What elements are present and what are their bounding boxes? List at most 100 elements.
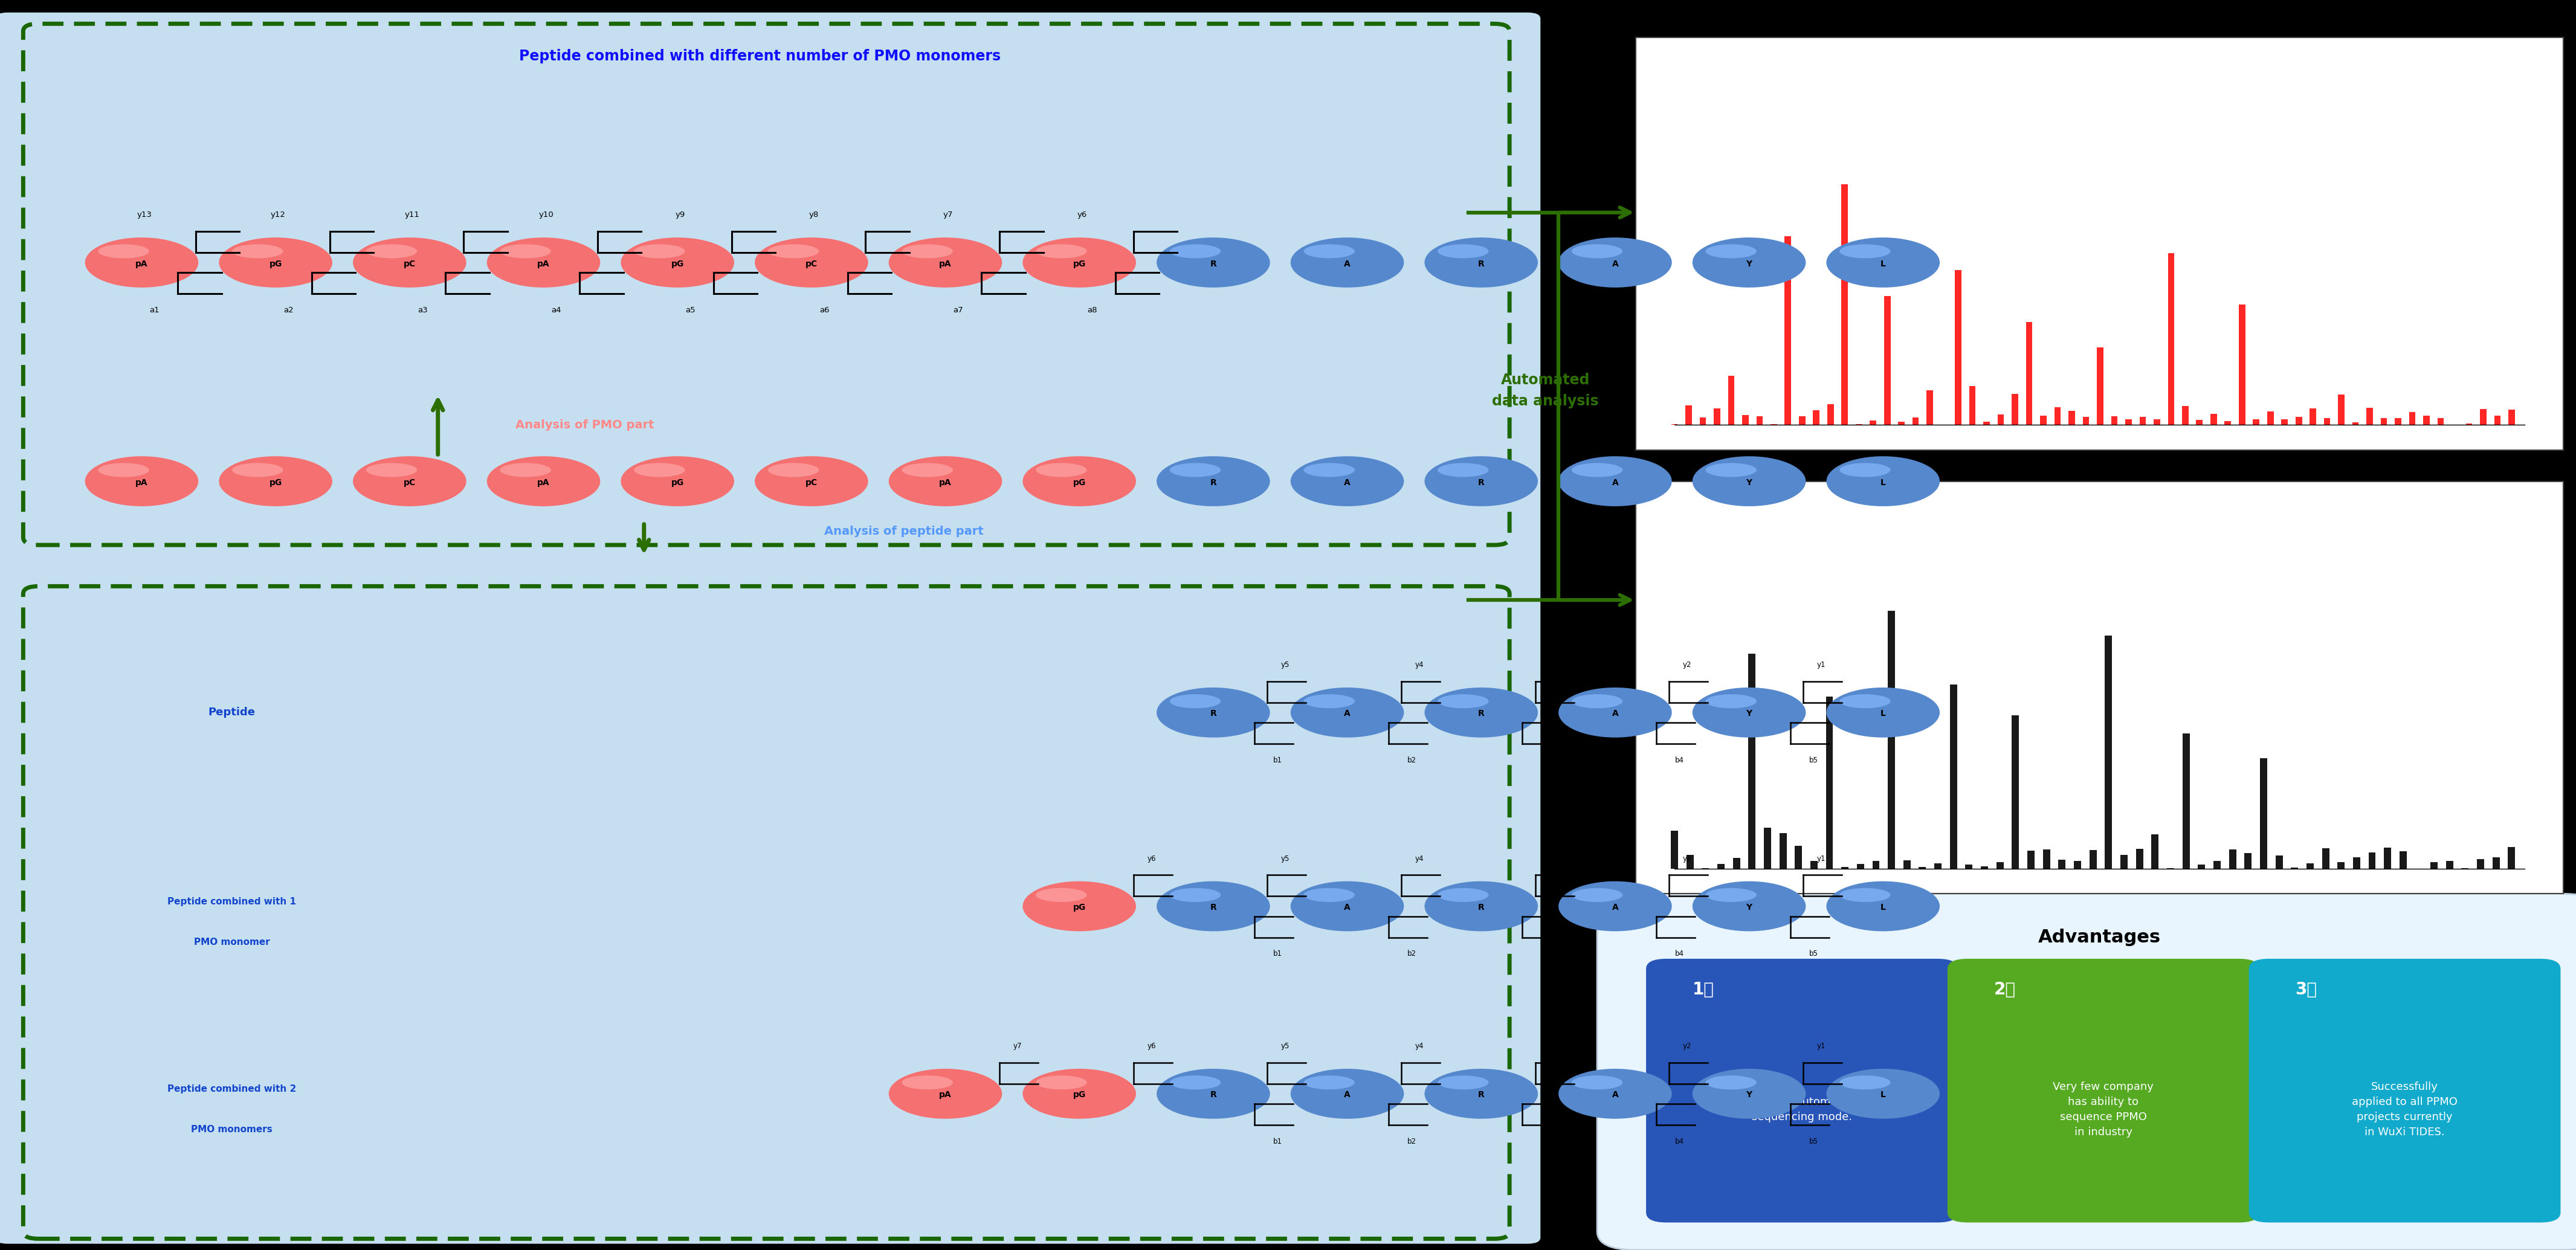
Bar (2151, 835, 2159, 869)
Bar (2141, 416, 2146, 425)
Bar (1981, 866, 1989, 869)
Text: y1: y1 (1816, 661, 1826, 669)
Bar (2306, 864, 2313, 869)
Text: Analysis of peptide part: Analysis of peptide part (824, 525, 984, 538)
Text: R: R (1211, 710, 1216, 718)
FancyBboxPatch shape (1597, 894, 2576, 1250)
Ellipse shape (353, 456, 466, 506)
Bar (2012, 715, 2020, 869)
Bar (2105, 635, 2112, 869)
Text: y1: y1 (1816, 855, 1826, 862)
Bar (2321, 849, 2329, 869)
Bar (2509, 410, 2514, 425)
Bar (1811, 861, 1819, 869)
Bar (2053, 408, 2061, 425)
Text: b1: b1 (1273, 950, 1283, 958)
Ellipse shape (1036, 888, 1087, 902)
Ellipse shape (1839, 244, 1891, 259)
Ellipse shape (889, 456, 1002, 506)
Bar (2437, 418, 2445, 425)
Text: Analysis of PMO part: Analysis of PMO part (515, 419, 654, 431)
Bar (2074, 861, 2081, 869)
Bar (2295, 418, 2303, 425)
Ellipse shape (902, 244, 953, 259)
Text: y6: y6 (1146, 855, 1157, 862)
Ellipse shape (1826, 881, 1940, 931)
Text: Y: Y (1747, 260, 1752, 267)
Ellipse shape (755, 456, 868, 506)
Ellipse shape (487, 456, 600, 506)
Bar (1899, 422, 1904, 425)
Ellipse shape (1437, 1075, 1489, 1090)
Bar (1826, 404, 1834, 425)
Text: PMO monomer: PMO monomer (193, 937, 270, 946)
Ellipse shape (1692, 688, 1806, 737)
Text: 3：: 3： (2295, 981, 2316, 999)
Bar (2226, 421, 2231, 425)
Text: y5: y5 (1280, 855, 1291, 862)
Bar (1870, 420, 1875, 425)
Text: a4: a4 (551, 306, 562, 314)
Ellipse shape (1303, 462, 1355, 477)
Bar (2494, 415, 2501, 425)
Bar (2069, 411, 2074, 425)
Text: Successfully
applied to all PPMO
projects currently
in WuXi TIDES.: Successfully applied to all PPMO project… (2352, 1081, 2458, 1138)
Ellipse shape (366, 244, 417, 259)
Text: R: R (1211, 1091, 1216, 1099)
Text: b4: b4 (1674, 1138, 1685, 1145)
Ellipse shape (1558, 881, 1672, 931)
Ellipse shape (1036, 1075, 1087, 1090)
Ellipse shape (1425, 688, 1538, 737)
Bar (1842, 867, 1850, 869)
Bar (1798, 416, 1806, 425)
Text: L: L (1880, 479, 1886, 486)
Text: b1: b1 (1273, 756, 1283, 764)
Text: pG: pG (672, 479, 683, 486)
Bar (2213, 861, 2221, 869)
Ellipse shape (1692, 881, 1806, 931)
Ellipse shape (366, 462, 417, 477)
Bar (2409, 412, 2416, 425)
Ellipse shape (1705, 462, 1757, 477)
Ellipse shape (1826, 238, 1940, 288)
Text: pG: pG (270, 479, 281, 486)
Ellipse shape (1170, 244, 1221, 259)
Ellipse shape (500, 244, 551, 259)
Text: A: A (1613, 479, 1618, 486)
Ellipse shape (1291, 238, 1404, 288)
Ellipse shape (768, 462, 819, 477)
Bar (2481, 409, 2486, 425)
Ellipse shape (755, 238, 868, 288)
Bar (1672, 830, 1677, 869)
Ellipse shape (1571, 244, 1623, 259)
Ellipse shape (1023, 881, 1136, 931)
Text: Unique automatic
sequencing mode.: Unique automatic sequencing mode. (1752, 1096, 1852, 1122)
Text: R: R (1479, 710, 1484, 718)
Text: a7: a7 (953, 306, 963, 314)
Bar (2352, 858, 2360, 869)
Text: R: R (1479, 904, 1484, 911)
Bar (2169, 252, 2174, 425)
Text: pA: pA (137, 260, 147, 267)
Ellipse shape (1036, 244, 1087, 259)
Bar (2509, 848, 2514, 869)
Ellipse shape (98, 462, 149, 477)
Text: Advantages: Advantages (2038, 929, 2161, 946)
Ellipse shape (1157, 238, 1270, 288)
Text: R: R (1479, 1091, 1484, 1099)
Text: y4: y4 (1414, 661, 1425, 669)
Text: a8: a8 (1087, 306, 1097, 314)
Bar (2043, 849, 2050, 869)
Text: Peptide combined with 2: Peptide combined with 2 (167, 1085, 296, 1094)
Text: Y: Y (1747, 904, 1752, 911)
Bar (1713, 409, 1721, 425)
Text: b2: b2 (1406, 1138, 1417, 1145)
Ellipse shape (1839, 888, 1891, 902)
Bar (2081, 416, 2089, 425)
Bar (1734, 858, 1739, 869)
Bar (2380, 418, 2388, 425)
Bar (1965, 864, 1973, 869)
Ellipse shape (889, 238, 1002, 288)
Bar (1955, 270, 1960, 425)
Bar (2339, 395, 2344, 425)
